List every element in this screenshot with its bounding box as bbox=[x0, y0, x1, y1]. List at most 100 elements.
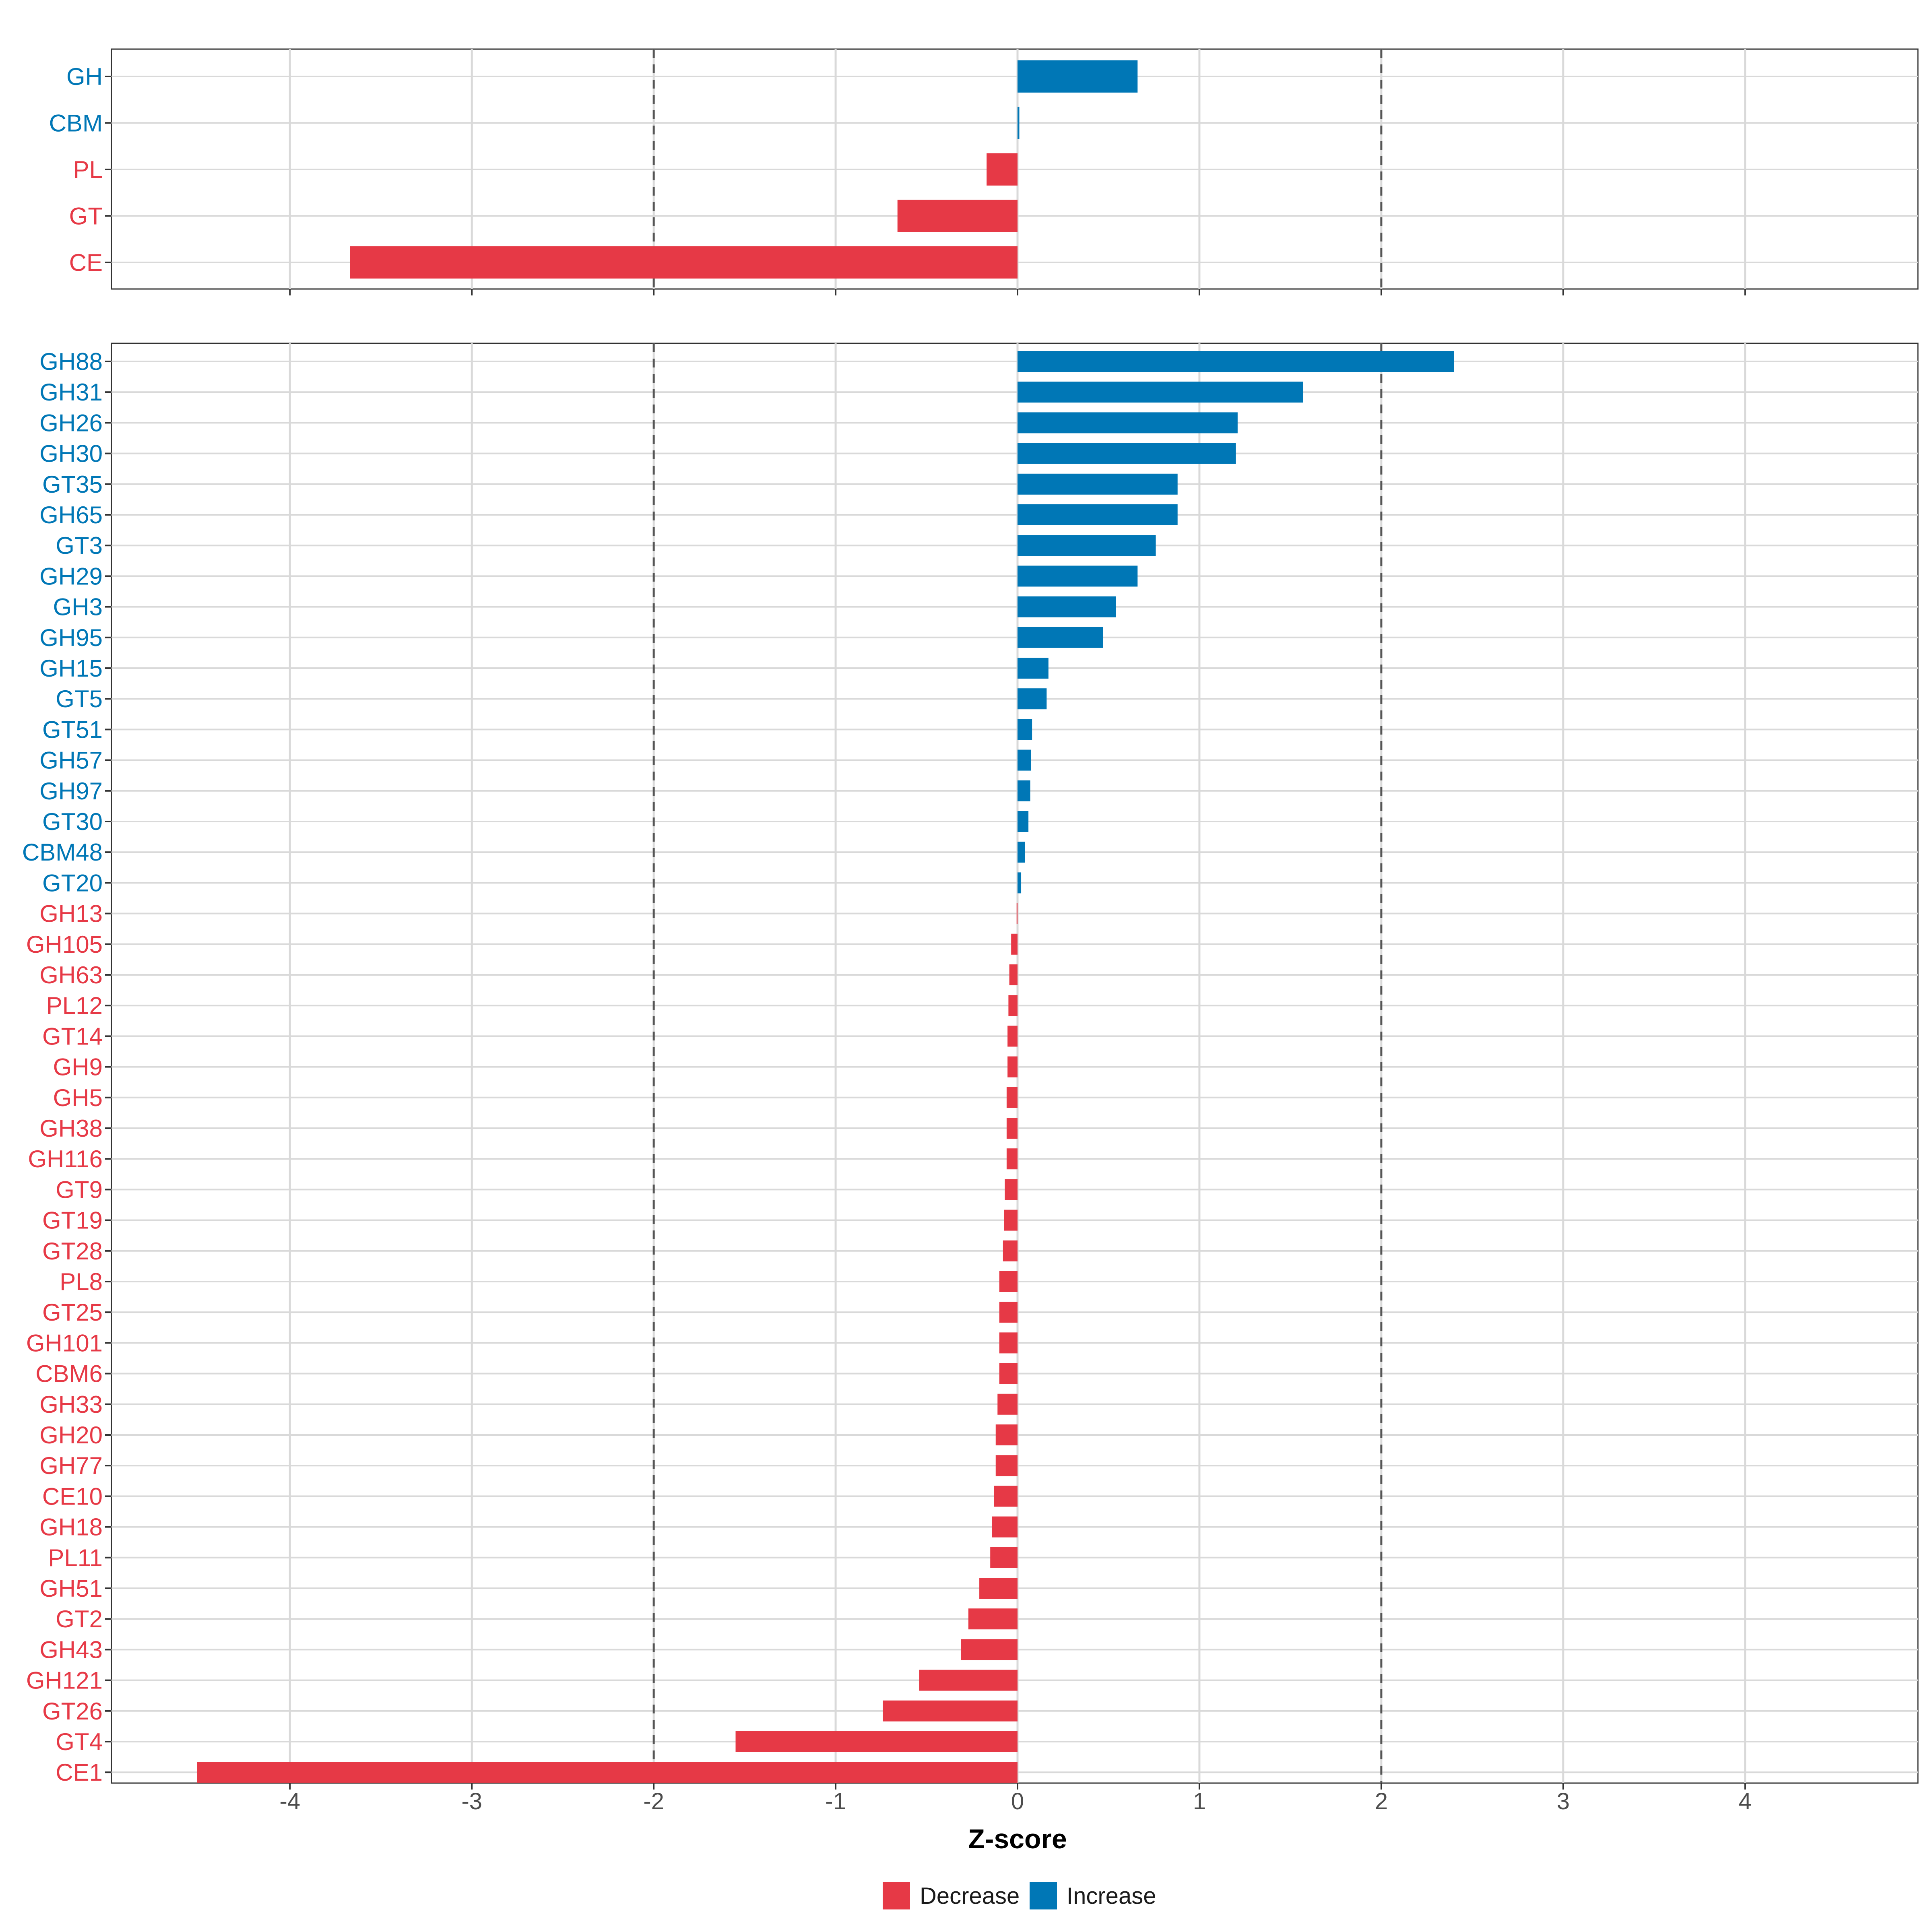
bar-gh63 bbox=[1009, 964, 1018, 985]
y-tick-label: PL11 bbox=[48, 1544, 103, 1571]
legend: Decrease Increase bbox=[883, 1882, 1156, 1909]
y-tick-label: GT20 bbox=[42, 869, 103, 896]
bar-gh121 bbox=[919, 1670, 1018, 1691]
y-tick-label: GT26 bbox=[42, 1698, 103, 1725]
bar-gt3 bbox=[1018, 535, 1156, 556]
y-tick-label: GT14 bbox=[42, 1023, 103, 1050]
x-tick-label: 4 bbox=[1739, 1788, 1752, 1814]
bar-gh15 bbox=[1018, 658, 1049, 679]
bar-gh18 bbox=[992, 1516, 1018, 1538]
bar-gh20 bbox=[995, 1424, 1018, 1445]
y-tick-label: CBM bbox=[49, 110, 103, 137]
bar-gh97 bbox=[1018, 780, 1030, 801]
y-tick-label: GH88 bbox=[39, 348, 103, 375]
y-tick-label: GT30 bbox=[42, 808, 103, 835]
bar-gh3 bbox=[1018, 596, 1116, 617]
y-tick-label: PL8 bbox=[60, 1268, 103, 1295]
y-tick-label: GH20 bbox=[39, 1422, 103, 1449]
y-tick-label: CE10 bbox=[42, 1483, 103, 1510]
x-tick-label: 0 bbox=[1011, 1788, 1024, 1814]
y-tick-label: GH31 bbox=[39, 379, 103, 406]
y-tick-label: GH97 bbox=[39, 778, 103, 805]
y-tick-label: GH65 bbox=[39, 502, 103, 528]
y-tick-label: GH29 bbox=[39, 563, 103, 590]
y-tick-label: CE bbox=[69, 249, 103, 276]
bar-gt30 bbox=[1018, 811, 1029, 832]
bar-ce10 bbox=[994, 1486, 1018, 1507]
y-tick-label: GH121 bbox=[26, 1667, 103, 1694]
y-tick-label: GH26 bbox=[39, 409, 103, 436]
bar-cbm48 bbox=[1018, 842, 1025, 863]
y-tick-label: GT3 bbox=[56, 532, 103, 559]
y-tick-label: GT2 bbox=[56, 1606, 103, 1633]
bar-gh30 bbox=[1018, 443, 1236, 464]
bar-gh105 bbox=[1011, 933, 1018, 955]
x-tick-label: -3 bbox=[461, 1788, 482, 1814]
bar-pl8 bbox=[999, 1271, 1018, 1292]
y-tick-label: GT bbox=[69, 203, 103, 230]
y-tick-label: GH30 bbox=[39, 440, 103, 467]
x-axis: -4 -3 -2 -1 0 1 2 3 4 bbox=[280, 1788, 1752, 1814]
bar-gt bbox=[897, 200, 1018, 232]
y-tick-label: GH101 bbox=[26, 1329, 103, 1356]
y-tick-label: GH116 bbox=[28, 1146, 103, 1172]
y-tick-label: GH51 bbox=[39, 1575, 103, 1602]
y-tick-label: GH15 bbox=[39, 655, 103, 682]
bar-gh101 bbox=[999, 1332, 1018, 1354]
bar-gt35 bbox=[1018, 473, 1178, 495]
y-tick-label: GH105 bbox=[26, 931, 103, 958]
y-tick-label: CE1 bbox=[56, 1759, 103, 1786]
y-tick-label: GH77 bbox=[39, 1452, 103, 1479]
legend-label-decrease: Decrease bbox=[920, 1883, 1020, 1909]
legend-label-increase: Increase bbox=[1067, 1883, 1156, 1909]
bar-gh31 bbox=[1018, 382, 1303, 403]
y-tick-label: GT4 bbox=[56, 1728, 103, 1755]
y-tick-label: GH5 bbox=[53, 1084, 103, 1111]
bar-gt5 bbox=[1018, 688, 1047, 710]
bar-gt2 bbox=[968, 1608, 1018, 1630]
legend-key-increase bbox=[1030, 1882, 1057, 1909]
x-axis-title: Z-score bbox=[968, 1824, 1067, 1854]
bar-gh9 bbox=[1007, 1056, 1018, 1077]
y-tick-label: PL bbox=[73, 156, 103, 183]
bar-ce1 bbox=[197, 1762, 1018, 1783]
bar-gt19 bbox=[1004, 1210, 1018, 1231]
bar-pl bbox=[987, 153, 1018, 186]
x-tick-label: 3 bbox=[1557, 1788, 1570, 1814]
bar-gh33 bbox=[997, 1393, 1018, 1415]
bar-gt20 bbox=[1018, 872, 1022, 894]
bar-gt14 bbox=[1007, 1026, 1018, 1047]
bar-gt26 bbox=[883, 1700, 1018, 1721]
bar-cbm6 bbox=[999, 1363, 1018, 1384]
bar-gt25 bbox=[999, 1302, 1018, 1323]
y-tick-label: PL12 bbox=[46, 992, 103, 1019]
y-tick-label: GT35 bbox=[42, 471, 103, 498]
bar-gh95 bbox=[1018, 627, 1103, 648]
x-tick-label: -4 bbox=[280, 1788, 301, 1814]
y-tick-label: CBM6 bbox=[35, 1360, 103, 1387]
bar-gt9 bbox=[1005, 1179, 1018, 1200]
bar-gh26 bbox=[1018, 412, 1238, 433]
bar-ce bbox=[350, 246, 1018, 279]
bar-gh bbox=[1018, 60, 1138, 93]
bar-gh57 bbox=[1018, 749, 1031, 771]
y-tick-label: GH95 bbox=[39, 624, 103, 651]
panel-class-level: GH CBM PL GT CE bbox=[49, 48, 1919, 295]
bar-gh88 bbox=[1018, 351, 1454, 372]
y-tick-label: GH18 bbox=[39, 1514, 103, 1541]
bar-gh29 bbox=[1018, 566, 1138, 587]
y-tick-label: CBM48 bbox=[22, 839, 103, 866]
y-tick-label: GH9 bbox=[53, 1054, 103, 1081]
y-tick-label: GH bbox=[66, 63, 103, 90]
y-tick-label: GH33 bbox=[39, 1391, 103, 1418]
panel-family-level: GH88 GH31 GH26 GH30 GT35 GH65 GT3 GH29 GH3 GH95 GH… bbox=[22, 343, 1919, 1790]
x-tick-label: -1 bbox=[825, 1788, 846, 1814]
bar-pl12 bbox=[1008, 995, 1018, 1016]
x-tick-label: 2 bbox=[1375, 1788, 1388, 1814]
legend-key-decrease bbox=[883, 1882, 910, 1909]
y-tick-label: GT25 bbox=[42, 1299, 103, 1326]
bar-gh38 bbox=[1006, 1118, 1018, 1139]
y-tick-label: GH38 bbox=[39, 1115, 103, 1142]
bar-gh116 bbox=[1006, 1148, 1018, 1170]
